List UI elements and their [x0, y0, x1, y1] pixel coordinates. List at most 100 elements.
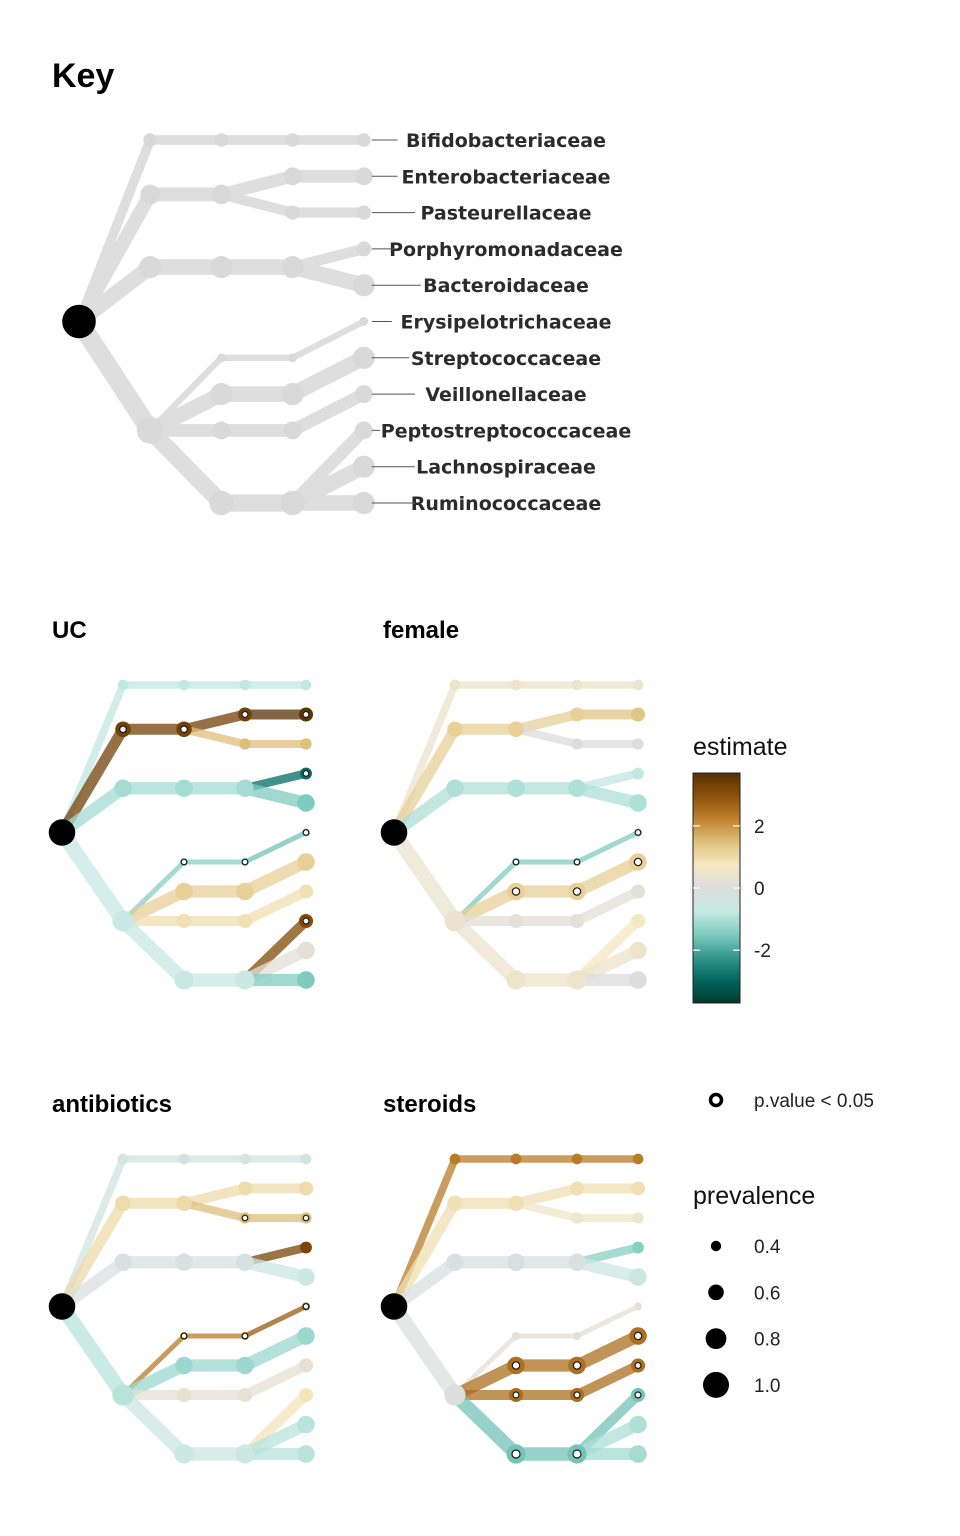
- tree-node: [629, 1445, 647, 1463]
- tree-edge: [242, 887, 309, 926]
- colorbar-tick-label: 0: [754, 879, 765, 900]
- key-tree: [62, 133, 375, 516]
- tree-node: [352, 455, 375, 478]
- colorbar-tick-label: 2: [754, 817, 765, 838]
- tree-edge: [55, 1302, 130, 1400]
- prevalence-legend-label: 0.8: [754, 1330, 780, 1351]
- tree-node: [510, 1153, 522, 1165]
- tree-edge: [290, 259, 366, 293]
- tree-node: [236, 1356, 254, 1375]
- tree-edge: [57, 726, 128, 836]
- tree-steroids: [380, 1153, 647, 1464]
- tree-edge: [183, 725, 246, 748]
- tree-node: [567, 970, 587, 990]
- pvalue-marker-icon: [241, 858, 249, 866]
- tree-edge: [575, 1256, 640, 1284]
- tree-edge: [575, 782, 640, 810]
- tree-node: [508, 1195, 524, 1212]
- tree-node: [236, 1253, 254, 1271]
- prevalence-size-icon: [705, 1328, 727, 1349]
- tree-node: [209, 490, 234, 516]
- tree-node: [210, 255, 233, 279]
- pvalue-marker-icon: [241, 1332, 249, 1340]
- tree-node: [235, 1444, 255, 1464]
- tree-node: [285, 205, 300, 220]
- tree-antibiotics: [48, 1153, 315, 1464]
- tree-node: [571, 738, 583, 750]
- tree-node: [174, 970, 194, 990]
- tree-node: [297, 1445, 315, 1463]
- tree-node: [235, 970, 255, 990]
- tree-node: [568, 1253, 586, 1271]
- tree-node: [380, 819, 408, 846]
- tree-edge: [515, 725, 578, 748]
- tree-node: [212, 421, 231, 440]
- tree-node: [569, 707, 585, 722]
- tree-edge: [55, 828, 130, 926]
- taxon-label-bacteroidaceae: Bacteroidaceae: [423, 275, 589, 297]
- tree-node: [298, 1387, 314, 1403]
- tree-node: [175, 1356, 193, 1375]
- tree-node: [632, 1153, 644, 1165]
- pvalue-marker-icon: [302, 770, 310, 777]
- prevalence-size-icon: [708, 1284, 724, 1301]
- tree-node: [444, 1384, 466, 1406]
- tree-node: [380, 1293, 408, 1320]
- tree-edge: [242, 1330, 309, 1372]
- tree-node: [297, 1268, 315, 1286]
- tree-node: [297, 1327, 315, 1345]
- estimate-colorbar: [692, 772, 741, 1004]
- pvalue-marker-icon: [511, 1361, 521, 1370]
- tree-node: [136, 417, 164, 444]
- tree-edge: [182, 709, 247, 735]
- tree-node: [283, 167, 302, 186]
- tree-node: [506, 970, 526, 990]
- pvalue-marker-icon: [180, 725, 188, 734]
- tree-node: [114, 779, 132, 797]
- tree-node: [297, 941, 315, 960]
- tree-edge: [183, 1199, 246, 1222]
- tree-node: [115, 1195, 131, 1212]
- pvalue-marker-icon: [573, 858, 581, 866]
- tree-node: [632, 1212, 644, 1224]
- taxon-label-porphyromonadaceae: Porphyromonadaceae: [389, 239, 623, 261]
- tree-edge: [389, 1200, 460, 1310]
- tree-node: [571, 679, 583, 691]
- prevalence-legend-items: 0.4 0.6 0.8 1.0: [703, 1237, 781, 1398]
- estimate-colorbar-ticks: 2 0 -2: [693, 817, 771, 962]
- tree-node: [297, 1415, 315, 1434]
- pvalue-marker-icon: [572, 887, 582, 896]
- panel-title-female: female: [383, 617, 459, 644]
- tree-node: [352, 274, 375, 297]
- pvalue-marker-icon: [633, 1331, 643, 1341]
- pvalue-marker-icon: [573, 1391, 581, 1399]
- tree-edge: [574, 856, 641, 898]
- tree-node: [175, 1253, 193, 1271]
- tree-node: [630, 884, 646, 899]
- tree-edge: [118, 916, 189, 985]
- tree-edge: [243, 1304, 308, 1339]
- tree-node: [176, 1387, 192, 1403]
- tree-node: [300, 679, 312, 691]
- tree-node: [449, 679, 461, 691]
- tree-node: [629, 794, 647, 812]
- tree-node: [297, 853, 315, 871]
- tree-edge: [387, 1302, 462, 1400]
- tree-node: [117, 679, 129, 691]
- tree-node: [239, 679, 251, 691]
- tree-node: [283, 421, 302, 440]
- tree-node: [356, 241, 372, 257]
- pvalue-legend-label: p.value < 0.05: [754, 1091, 874, 1112]
- tree-node: [354, 385, 373, 404]
- tree-node: [571, 1153, 583, 1165]
- tree-edge: [514, 1183, 579, 1209]
- tree-node: [280, 490, 305, 516]
- tree-node: [632, 679, 644, 691]
- tree-edge: [219, 170, 295, 201]
- tree-node: [236, 779, 254, 797]
- tree-node: [297, 794, 315, 812]
- panel-steroids: steroids: [380, 1091, 647, 1464]
- taxon-label-streptococcaceae: Streptococcaceae: [411, 348, 601, 370]
- tree-node: [176, 913, 192, 929]
- taxon-label-peptostreptococcaceae: Peptostreptococcaceae: [381, 420, 631, 442]
